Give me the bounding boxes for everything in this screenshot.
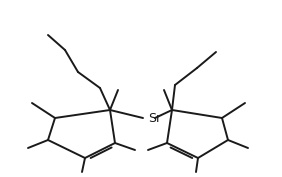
- Text: Sr: Sr: [148, 112, 161, 124]
